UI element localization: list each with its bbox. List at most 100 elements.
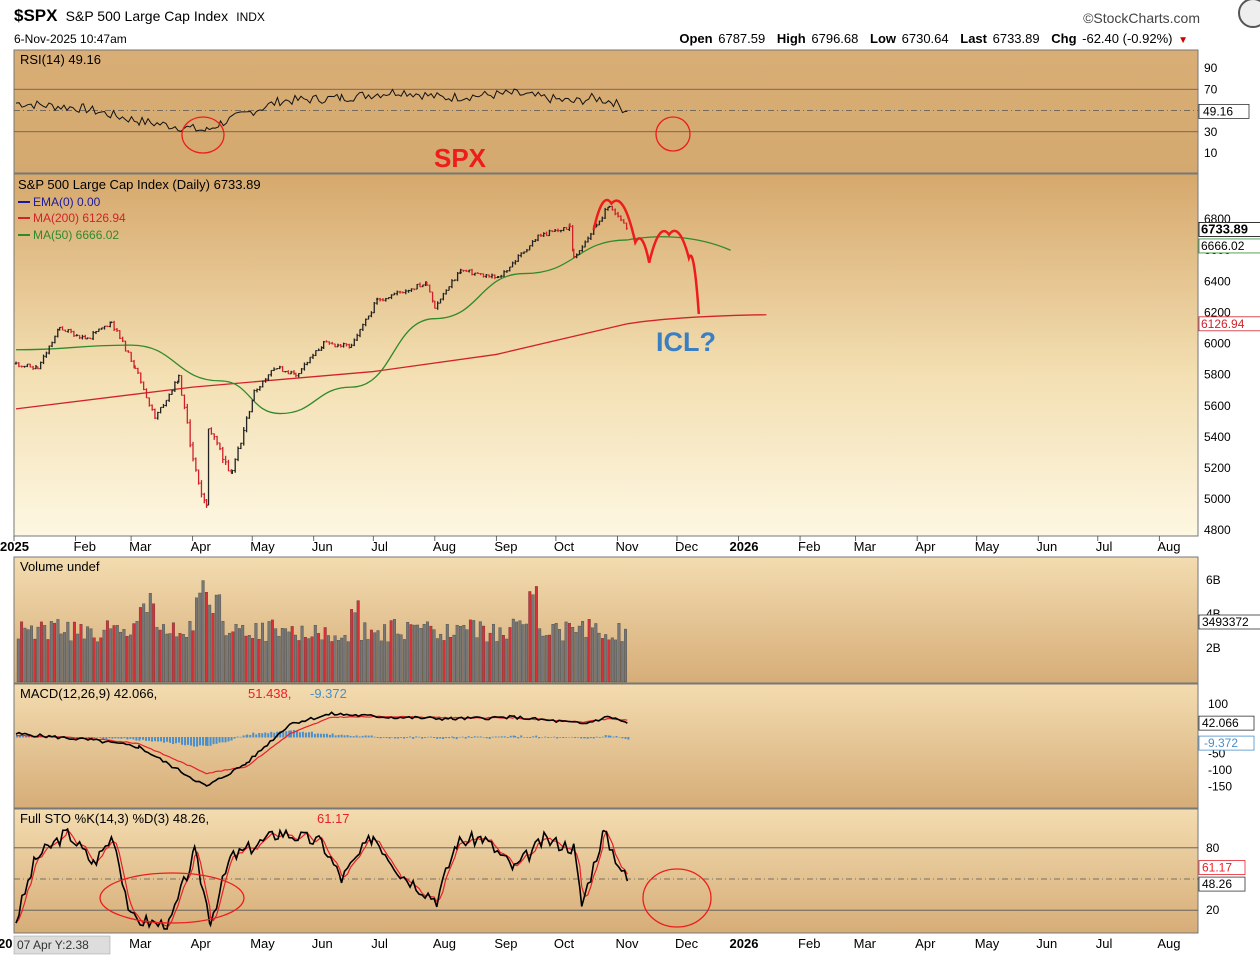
- macd-hist-bar: [433, 737, 436, 739]
- volume-bar: [356, 600, 360, 683]
- legend-entry-2: MA(50) 6666.02: [33, 228, 119, 242]
- volume-bar: [267, 621, 271, 683]
- macd-hist-bar: [102, 737, 105, 741]
- macd-hist-bar: [270, 731, 273, 738]
- macd-hist-bar: [132, 737, 135, 740]
- volume-bar: [49, 621, 53, 683]
- x2-tick-Sep: Sep: [494, 936, 517, 951]
- macd-hist-bar: [139, 737, 142, 739]
- volume-bar: [33, 638, 37, 683]
- volume-tick-6B: 6B: [1206, 573, 1221, 587]
- volume-tick-2B: 2B: [1206, 641, 1221, 655]
- macd-hist-bar: [129, 737, 132, 739]
- volume-bar: [303, 637, 307, 683]
- volume-bar: [294, 634, 297, 683]
- x2-tick-Dec: Dec: [675, 936, 699, 951]
- volume-bar: [426, 621, 429, 683]
- macd-hist-bar: [373, 736, 376, 738]
- volume-bar: [482, 625, 486, 683]
- macd-hist-bar: [485, 737, 488, 739]
- macd-hist-bar: [120, 737, 123, 739]
- macd-hist-bar: [289, 730, 292, 738]
- macd-hist-bar: [264, 732, 267, 738]
- macd-hist-bar: [376, 737, 379, 738]
- volume-bar: [277, 636, 281, 683]
- macd-hist-bar: [202, 737, 205, 746]
- macd-hist-bar: [382, 737, 385, 738]
- volume-bar: [251, 638, 255, 683]
- volume-bar: [138, 607, 142, 683]
- price-tick-4800: 4800: [1204, 523, 1231, 537]
- x-tick-Jun: Jun: [312, 539, 333, 554]
- ma50-line: [15, 239, 628, 415]
- macd-hist-bar: [292, 729, 295, 738]
- sto-label: Full STO %K(14,3) %D(3) 48.26,: [20, 811, 209, 826]
- macd-hist-bar: [556, 737, 559, 739]
- volume-bar: [307, 638, 311, 683]
- down-triangle-icon: ▼: [1178, 35, 1188, 46]
- volume-bar: [412, 624, 416, 683]
- macd-hist-bar: [523, 737, 526, 738]
- corner-button-icon[interactable]: [1238, 0, 1260, 28]
- volume-bar: [564, 621, 568, 683]
- macd-hist-bar: [154, 737, 157, 742]
- high-value: 6796.68: [811, 31, 859, 46]
- macd-hist-bar: [562, 737, 565, 738]
- macd-hist-bar: [598, 737, 601, 738]
- macd-hist-bar: [370, 735, 373, 738]
- x2-tick-Jun: Jun: [312, 936, 333, 951]
- volume-bar: [274, 628, 278, 683]
- macd-hist-bar: [592, 737, 595, 739]
- macd-hist-bar: [553, 736, 556, 738]
- macd-hist-bar: [589, 737, 592, 739]
- volume-bar: [604, 634, 608, 683]
- macd-hist-bar: [298, 732, 301, 738]
- x2-tick-Nov: Nov: [615, 936, 639, 951]
- macd-hist-bar: [279, 730, 282, 738]
- x-tick-Dec: Dec: [675, 539, 699, 554]
- rsi-value-tag-box: [1198, 103, 1250, 119]
- price-tick-6000: 6000: [1204, 337, 1231, 351]
- volume-bar: [92, 637, 96, 683]
- volume-bar: [171, 622, 175, 683]
- volume-bar: [175, 636, 179, 683]
- open-value: 6787.59: [718, 31, 766, 46]
- macd-hist-bar: [285, 731, 288, 738]
- rsi-panel: RSI(14) 49.16907050301049.16: [14, 52, 1250, 160]
- volume-bar: [234, 624, 238, 683]
- x2-tick-May: May: [250, 936, 275, 951]
- macd-hist-bar: [93, 737, 96, 739]
- macd-hist-bar: [601, 736, 604, 738]
- macd-hist-bar: [442, 737, 445, 740]
- volume-bar: [343, 635, 347, 683]
- macd-hist-bar: [394, 737, 397, 739]
- macd-hist-bar: [233, 737, 236, 739]
- macd-hist-bar: [448, 737, 451, 739]
- volume-tag-box: [1198, 614, 1260, 630]
- volume-bar: [386, 641, 390, 683]
- volume-bar: [89, 628, 93, 683]
- macd-hist-bar: [24, 735, 27, 738]
- volume-bar: [465, 629, 469, 683]
- macd-hist-bar: [379, 737, 382, 739]
- macd-hist-bar: [604, 735, 607, 738]
- price-tag-2: 6126.94: [1201, 317, 1245, 331]
- sto-target-circle: [642, 868, 712, 928]
- x2-tick-20: 20: [0, 936, 12, 951]
- volume-bar: [228, 632, 231, 683]
- volume-bar: [39, 621, 43, 683]
- volume-bar: [135, 621, 139, 683]
- volume-bar: [600, 638, 604, 683]
- price-panel: S&P 500 Large Cap Index (Daily) 6733.89 E…: [14, 177, 1260, 537]
- macd-hist-bar: [111, 737, 114, 739]
- volume-bar: [393, 619, 396, 683]
- macd-hist-bar: [430, 736, 433, 738]
- volume-bar: [162, 624, 165, 683]
- x-tick-Mar: Mar: [854, 539, 877, 554]
- macd-hist-bar: [470, 737, 473, 738]
- volume-bar: [511, 618, 515, 683]
- macd-hist-bar: [90, 737, 93, 739]
- cursor-readout-box: [13, 935, 111, 955]
